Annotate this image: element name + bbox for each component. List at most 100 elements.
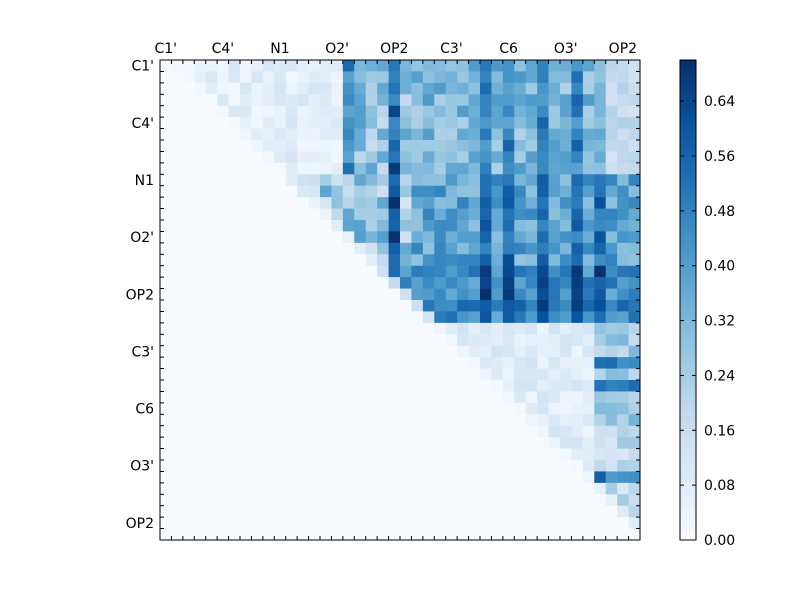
heatmap-cell — [251, 414, 264, 427]
heatmap-cell — [342, 505, 355, 518]
heatmap-cell — [617, 311, 629, 324]
heatmap-cell — [194, 288, 207, 301]
heatmap-cell — [571, 94, 584, 107]
heatmap-cell — [342, 357, 355, 369]
heatmap-cell — [582, 414, 595, 427]
heatmap-cell — [240, 460, 252, 472]
heatmap-cell — [468, 174, 481, 187]
heatmap-cell — [582, 140, 595, 152]
heatmap-cell — [491, 94, 504, 107]
heatmap-cell — [548, 368, 561, 381]
heatmap-cell — [628, 391, 641, 404]
heatmap-cell — [262, 220, 275, 232]
heatmap-cell — [320, 151, 332, 164]
heatmap-cell — [548, 288, 561, 301]
heatmap-cell — [285, 185, 298, 198]
heatmap-cell — [320, 197, 332, 209]
heatmap-cell — [308, 60, 321, 72]
heatmap-cell — [182, 288, 195, 301]
heatmap-cell — [308, 425, 321, 438]
heatmap-cell — [182, 60, 195, 72]
heatmap-cell — [217, 357, 229, 369]
heatmap-cell — [388, 460, 401, 472]
heatmap-cell — [274, 425, 287, 438]
heatmap-cell — [571, 105, 584, 118]
heatmap-cell — [251, 311, 264, 324]
heatmap-cell — [240, 151, 252, 164]
heatmap-cell — [331, 471, 344, 484]
heatmap-cell — [617, 471, 629, 484]
heatmap-cell — [274, 117, 287, 129]
heatmap-cell — [331, 242, 344, 255]
heatmap-cell — [365, 105, 378, 118]
heatmap-cell — [582, 242, 595, 255]
heatmap-cell — [422, 357, 435, 369]
heatmap-cell — [571, 265, 584, 278]
heatmap-cell — [628, 128, 641, 141]
heatmap-cell — [274, 82, 287, 95]
heatmap-cell — [514, 82, 527, 95]
heatmap-cell — [160, 460, 172, 472]
heatmap-cell — [205, 197, 218, 209]
heatmap-cell — [525, 277, 538, 289]
heatmap-cell — [251, 482, 264, 495]
heatmap-cell — [457, 105, 469, 118]
heatmap-cell — [251, 208, 264, 221]
heatmap-cell — [308, 494, 321, 507]
heatmap-cell — [582, 334, 595, 347]
heatmap-cell — [354, 334, 367, 347]
heatmap-cell — [400, 174, 412, 187]
heatmap-cell — [491, 208, 504, 221]
heatmap-cell — [594, 357, 607, 369]
heatmap-cell — [480, 82, 492, 95]
heatmap-cell — [320, 82, 332, 95]
heatmap-cell — [194, 117, 207, 129]
heatmap-cell — [331, 448, 344, 461]
heatmap-cell — [445, 94, 458, 107]
heatmap-cell — [571, 208, 584, 221]
heatmap-cell — [571, 425, 584, 438]
heatmap-cell — [457, 322, 469, 335]
heatmap-cell — [354, 460, 367, 472]
heatmap-cell — [205, 82, 218, 95]
heatmap-cell — [171, 437, 184, 449]
minor-ticks — [159, 59, 641, 541]
heatmap-cell — [537, 334, 549, 347]
heatmap-cell — [525, 254, 538, 267]
x-tick-label: C1' — [154, 41, 177, 57]
heatmap-cell — [274, 505, 287, 518]
heatmap-cell — [354, 345, 367, 358]
heatmap-cell — [388, 494, 401, 507]
heatmap-cell — [285, 140, 298, 152]
heatmap-cell — [628, 174, 641, 187]
heatmap-cell — [228, 528, 241, 541]
heatmap-cell — [251, 288, 264, 301]
heatmap-cell — [240, 517, 252, 529]
heatmap-cell — [582, 71, 595, 84]
heatmap-cell — [582, 505, 595, 518]
heatmap-cell — [205, 140, 218, 152]
heatmap-cell — [525, 231, 538, 244]
heatmap-cell — [571, 71, 584, 84]
heatmap-cell — [274, 71, 287, 84]
heatmap-cell — [422, 448, 435, 461]
heatmap-cell — [468, 357, 481, 369]
heatmap-cell — [274, 231, 287, 244]
heatmap-cell — [434, 117, 447, 129]
heatmap-cell — [491, 517, 504, 529]
heatmap-cell — [457, 185, 469, 198]
heatmap-cell — [537, 254, 549, 267]
heatmap-cell — [377, 220, 389, 232]
heatmap-cell — [491, 345, 504, 358]
heatmap-cell — [525, 94, 538, 107]
heatmap-cell — [365, 494, 378, 507]
heatmap-cell — [537, 265, 549, 278]
heatmap-cell — [274, 265, 287, 278]
heatmap-cell — [217, 414, 229, 427]
heatmap-cell — [365, 368, 378, 381]
heatmap-cell — [240, 82, 252, 95]
heatmap-cell — [617, 277, 629, 289]
heatmap-cell — [342, 265, 355, 278]
heatmap-cell — [605, 162, 618, 175]
heatmap-cell — [274, 208, 287, 221]
